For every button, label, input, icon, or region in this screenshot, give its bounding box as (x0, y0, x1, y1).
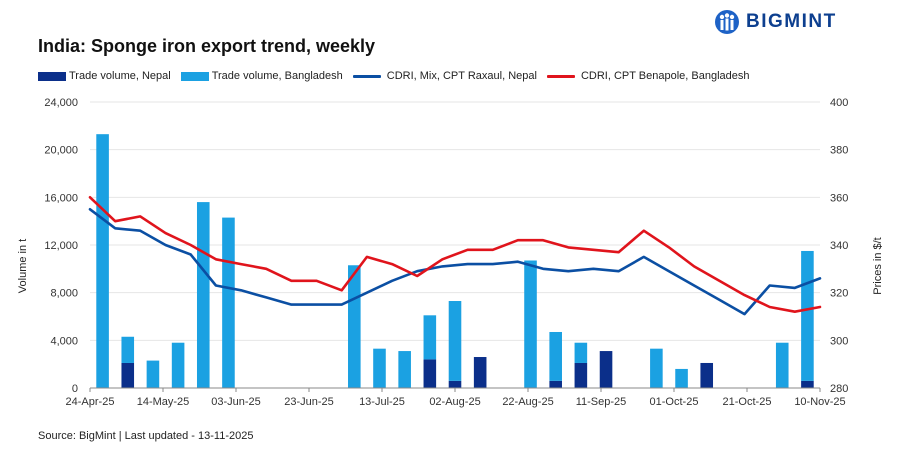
bar-nepal-volume (448, 380, 462, 388)
legend-swatch-bangladesh-price (546, 74, 575, 78)
x-tick-label: 23-Jun-25 (284, 396, 334, 408)
x-tick-label: 11-Sep-25 (576, 396, 627, 408)
legend-bangladesh-price: CDRI, CPT Benapole, Bangladesh (546, 70, 750, 82)
x-tick-label: 10-Nov-25 (794, 396, 845, 408)
bars (96, 134, 814, 388)
line-nepal-price (88, 208, 822, 316)
y-tick-label-right: 360 (830, 192, 848, 204)
legend-nepal-price: CDRI, Mix, CPT Raxaul, Nepal (352, 70, 537, 82)
axes: 0 4,000 8,000 12,000 16,000 20,000 24,000 280 30… (44, 97, 848, 408)
y-tick-label-left: 20,000 (44, 145, 78, 157)
y-tick-label-right: 340 (830, 240, 848, 252)
x-tick-label: 22-Aug-25 (502, 396, 553, 408)
y-tick-label-right: 300 (830, 335, 848, 347)
y-tick-label-left: 0 (72, 383, 78, 395)
bigmint-logo-icon (715, 10, 739, 34)
y-tick-label-left: 24,000 (44, 97, 78, 109)
bar-nepal-volume (801, 380, 814, 388)
bar-bangladesh-volume (775, 342, 789, 388)
bar-nepal-volume (700, 362, 714, 388)
bar-bangladesh-volume (348, 265, 361, 388)
bar-bangladesh-volume (675, 368, 688, 388)
x-tick-label: 13-Jul-25 (359, 396, 405, 408)
bar-bangladesh-volume (524, 260, 537, 388)
y-tick-label-left: 4,000 (50, 335, 78, 347)
y-tick-label-left: 8,000 (50, 288, 78, 300)
y-tick-label-right: 320 (830, 288, 848, 300)
bar-nepal-volume (574, 362, 588, 388)
y-tick-label-left: 16,000 (44, 192, 78, 204)
source-note: Source: BigMint | Last updated - 13-11-2… (38, 430, 254, 442)
bar-bangladesh-volume (222, 217, 235, 388)
bar-nepal-volume (549, 380, 562, 388)
bar-nepal-volume (121, 362, 135, 388)
chart-area: 0 4,000 8,000 12,000 16,000 20,000 24,000 280 30… (17, 97, 884, 408)
bar-bangladesh-volume (96, 134, 109, 388)
brand-logo: BIGMINT (714, 9, 837, 35)
y-tick-label-right: 280 (830, 383, 848, 395)
legend-swatch-nepal-volume (38, 71, 66, 81)
legend-bangladesh-volume: Trade volume, Bangladesh (180, 70, 343, 82)
line-bangladesh-price (88, 196, 822, 314)
bar-bangladesh-volume (650, 348, 663, 388)
bar-bangladesh-volume (196, 202, 210, 388)
y-tick-label-right: 400 (830, 97, 848, 109)
legend-label: CDRI, Mix, CPT Raxaul, Nepal (386, 70, 537, 82)
bar-nepal-volume (473, 357, 487, 388)
bar-bangladesh-volume (423, 315, 437, 360)
legend-label: Trade volume, Bangladesh (211, 70, 343, 82)
bar-bangladesh-volume (171, 342, 185, 388)
x-tick-label: 21-Oct-25 (723, 396, 772, 408)
bar-nepal-volume (599, 351, 613, 388)
price-lines (88, 196, 822, 316)
bar-bangladesh-volume (373, 348, 386, 388)
bar-bangladesh-volume (801, 250, 814, 381)
gridlines (90, 101, 820, 341)
x-tick-label: 01-Oct-25 (650, 396, 699, 408)
legend-label: CDRI, CPT Benapole, Bangladesh (580, 70, 750, 82)
bar-nepal-volume (423, 359, 437, 388)
bar-bangladesh-volume (121, 336, 135, 363)
x-tick-label: 02-Aug-25 (429, 396, 480, 408)
x-tick-label: 14-May-25 (137, 396, 190, 408)
bar-bangladesh-volume (448, 301, 462, 381)
legend-swatch-bangladesh-volume (180, 71, 209, 81)
chart-title: India: Sponge iron export trend, weekly (38, 36, 376, 56)
y-axis-label-left: Volume in t (17, 239, 29, 293)
y-tick-label-left: 12,000 (44, 240, 78, 252)
legend-label: Trade volume, Nepal (69, 70, 171, 82)
bar-bangladesh-volume (574, 342, 588, 363)
x-tick-label: 03-Jun-25 (211, 396, 261, 408)
chart-legend: Trade volume, Nepal Trade volume, Bangla… (38, 70, 760, 82)
bar-bangladesh-volume (398, 351, 411, 388)
legend-swatch-nepal-price (352, 74, 381, 78)
y-tick-label-right: 380 (830, 145, 848, 157)
logo-text: BIGMINT (746, 11, 837, 32)
bar-bangladesh-volume (549, 331, 562, 381)
x-tick-label: 24-Apr-25 (66, 396, 115, 408)
y-axis-label-right: Prices in $/t (872, 237, 884, 294)
bar-bangladesh-volume (146, 360, 160, 388)
legend-nepal-volume: Trade volume, Nepal (38, 70, 171, 82)
